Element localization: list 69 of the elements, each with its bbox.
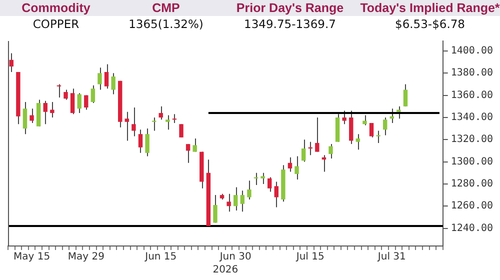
candlestick — [213, 194, 218, 224]
candlestick — [382, 116, 388, 136]
y-tick-label: 1300.00 — [450, 156, 494, 168]
x-tick-label: Jun 30 — [218, 252, 252, 263]
candlestick — [36, 99, 41, 127]
candlestick — [104, 64, 109, 90]
x-tick-label: Jul 15 — [295, 252, 324, 263]
candlestick — [396, 106, 401, 120]
x-axis-title: 2026 — [212, 264, 238, 276]
text: Prior Day's Range — [220, 0, 360, 16]
text: CMP — [112, 0, 220, 16]
y-tick-label: 1360.00 — [450, 90, 494, 101]
text: Commodity — [0, 0, 112, 16]
x-tick-label: May 29 — [68, 252, 104, 263]
candlestick — [43, 100, 48, 125]
y-tick-label: 1260.00 — [450, 200, 494, 212]
candlestick — [138, 129, 143, 154]
candlestick — [294, 156, 299, 180]
candlestick — [192, 138, 197, 152]
candlestick — [315, 116, 320, 152]
candlestick — [240, 190, 245, 212]
candlestick — [124, 111, 130, 142]
candlestick — [166, 114, 170, 130]
candlestick — [90, 84, 96, 104]
candlestick — [98, 67, 102, 90]
candlestick — [9, 52, 14, 73]
candlestick — [301, 139, 306, 162]
candlestick — [158, 106, 163, 120]
y-tick-label: 1400.00 — [450, 46, 494, 57]
candlestick — [30, 108, 34, 124]
candlestick — [288, 156, 292, 172]
x-tick-label: May 15 — [13, 252, 50, 263]
candlestick — [376, 130, 380, 144]
candlestick — [328, 144, 333, 159]
text: 1349.75-1369.7 — [243, 16, 337, 32]
candlestick — [369, 122, 374, 138]
y-tick-label: 1380.00 — [450, 68, 494, 79]
candlestick — [403, 84, 408, 107]
candlestick — [111, 72, 116, 95]
candlestick — [342, 110, 346, 125]
candlestick — [362, 114, 367, 126]
text: COPPER — [32, 16, 80, 32]
candlestick — [179, 124, 184, 138]
candlestick — [70, 88, 75, 115]
candlestick — [84, 94, 88, 110]
text: Today's Implied Range* — [360, 0, 500, 16]
candlestick — [50, 101, 54, 118]
candlestick — [247, 180, 252, 200]
candlestick — [349, 110, 354, 145]
candlestick — [77, 92, 82, 114]
text: $6.53-$6.78 — [394, 16, 466, 32]
candlestick — [132, 106, 136, 137]
candlestick — [186, 144, 190, 164]
candlestick — [234, 186, 238, 212]
candlestick — [22, 101, 28, 135]
x-tick-label: Jul 31 — [376, 252, 406, 263]
candlestick — [267, 176, 272, 192]
candlestick — [145, 128, 150, 157]
x-tick-label: Jun 15 — [144, 252, 177, 263]
candlestick — [260, 172, 265, 184]
y-tick-label: 1280.00 — [450, 178, 494, 190]
candlestick — [226, 193, 231, 212]
candlestick — [64, 89, 68, 100]
y-tick-label: 1320.00 — [450, 134, 494, 146]
candlestick — [274, 181, 278, 208]
candlestick — [356, 134, 360, 150]
text: 1365(1.32%) — [128, 16, 204, 32]
y-tick-label: 1240.00 — [450, 222, 494, 234]
y-tick-label: 1340.00 — [450, 112, 494, 124]
